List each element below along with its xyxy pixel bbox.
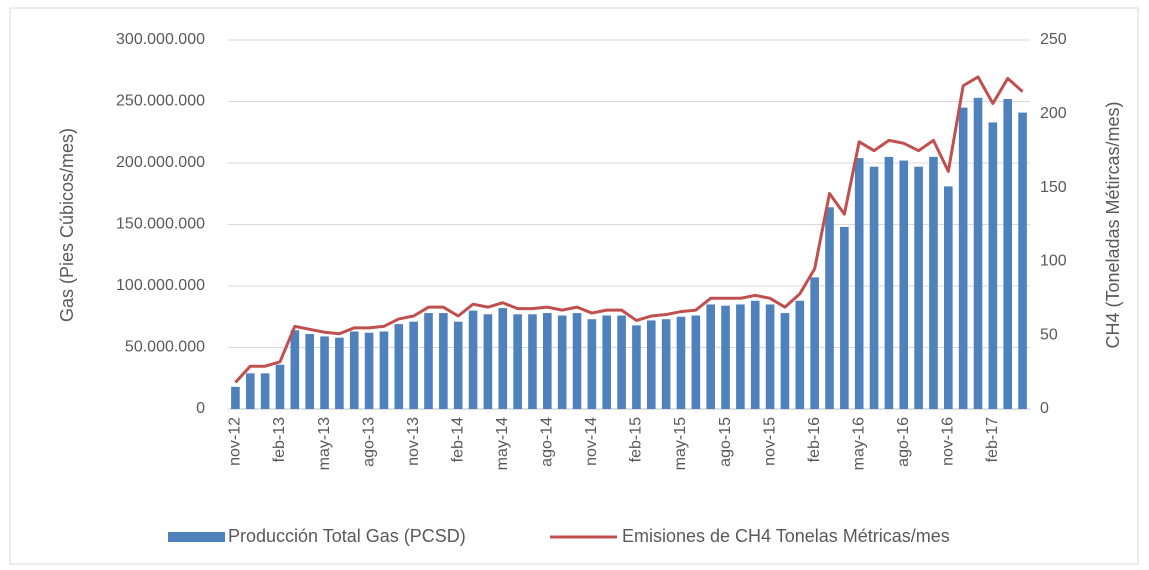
- x-tick-label: nov-16: [940, 417, 957, 466]
- bar: [899, 160, 909, 409]
- bar: [780, 313, 790, 409]
- bar: [884, 156, 894, 409]
- bar: [364, 332, 374, 409]
- bar: [691, 315, 701, 409]
- x-tick-label: ago-16: [895, 417, 912, 467]
- x-tick-label: may-14: [494, 417, 511, 470]
- bar: [231, 386, 240, 409]
- bar: [528, 314, 537, 409]
- bar: [394, 324, 404, 409]
- line: [234, 75, 1024, 384]
- bar: [825, 207, 834, 409]
- bar: [439, 313, 448, 409]
- bar: [1018, 112, 1027, 409]
- bar: [869, 166, 879, 409]
- bar: [587, 319, 597, 409]
- bar: [379, 331, 389, 409]
- bar: [810, 277, 819, 409]
- bar: [290, 330, 300, 409]
- y-tick-label: 50.000.000: [125, 339, 205, 356]
- y-tick-label: 150.000.000: [116, 216, 205, 233]
- bar: [543, 313, 552, 409]
- legend-swatch: [168, 532, 225, 542]
- y-tick-label: 0: [196, 400, 205, 417]
- x-tick-label: feb-14: [449, 417, 466, 462]
- bar: [736, 304, 745, 409]
- bar: [988, 122, 998, 409]
- bar: [260, 373, 270, 409]
- x-tick-label: ago-14: [539, 417, 556, 467]
- x-tick-label: nov-14: [583, 417, 600, 466]
- y2-tick-label: 100: [1040, 253, 1067, 270]
- bar: [424, 313, 433, 409]
- x-tick-label: ago-13: [360, 417, 377, 467]
- x-tick-label: nov-13: [405, 417, 422, 466]
- bar: [335, 337, 344, 409]
- legend-label: Producción Total Gas (PCSD): [228, 526, 466, 546]
- bar: [349, 331, 359, 409]
- x-tick-label: feb-15: [628, 417, 645, 462]
- bar: [632, 325, 641, 409]
- y-tick-label: 300.000.000: [116, 31, 205, 48]
- x-tick-label: feb-13: [271, 417, 288, 462]
- bar: [661, 319, 671, 409]
- legend-label: Emisiones de CH4 Tonelas Métricas/mes: [622, 526, 950, 546]
- x-tick-label: nov-15: [761, 417, 778, 466]
- y-tick-label: 100.000.000: [116, 277, 205, 294]
- x-tick-label: feb-16: [806, 417, 823, 462]
- bar: [275, 364, 285, 409]
- bar: [557, 315, 567, 409]
- bar: [498, 308, 508, 409]
- y-tick-label: 200.000.000: [116, 154, 205, 171]
- bar: [617, 315, 626, 409]
- bar: [245, 373, 255, 409]
- bar: [944, 186, 953, 409]
- y2-tick-label: 250: [1040, 31, 1067, 48]
- bar: [572, 313, 582, 409]
- x-tick-label: ago-15: [717, 417, 734, 467]
- y-axis-title: Gas (Pies Cúbicos/mes): [57, 128, 77, 322]
- bar: [646, 320, 656, 409]
- bar: [1003, 99, 1013, 409]
- y2-tick-label: 200: [1040, 105, 1067, 122]
- y2-tick-label: 0: [1040, 400, 1049, 417]
- x-tick-label: may-13: [316, 417, 333, 470]
- bar: [958, 107, 968, 410]
- y2-tick-label: 50: [1040, 326, 1058, 343]
- bar: [914, 166, 923, 409]
- bar: [305, 333, 314, 409]
- bar: [750, 300, 760, 409]
- bar: [468, 310, 478, 409]
- bar: [513, 314, 522, 409]
- y2-axis-title: CH4 (Toneladas Métircas/mes): [1103, 101, 1123, 348]
- x-tick-label: nov-12: [227, 417, 244, 466]
- bar: [721, 305, 730, 409]
- y2-tick-label: 150: [1040, 179, 1067, 196]
- bar: [840, 226, 849, 409]
- bar: [929, 156, 938, 409]
- x-tick-label: may-15: [672, 417, 689, 470]
- bar: [409, 321, 418, 409]
- bar: [706, 304, 715, 409]
- bar: [602, 315, 612, 409]
- bar: [765, 304, 775, 409]
- bar: [453, 321, 463, 409]
- x-tick-label: feb-17: [984, 417, 1001, 462]
- bar: [676, 316, 686, 409]
- bar: [973, 97, 983, 409]
- x-tick-label: may-16: [850, 417, 867, 470]
- y-tick-label: 250.000.000: [116, 93, 205, 110]
- bar: [320, 336, 329, 409]
- bar: [795, 300, 805, 409]
- bar: [854, 158, 864, 409]
- bar: [483, 314, 493, 409]
